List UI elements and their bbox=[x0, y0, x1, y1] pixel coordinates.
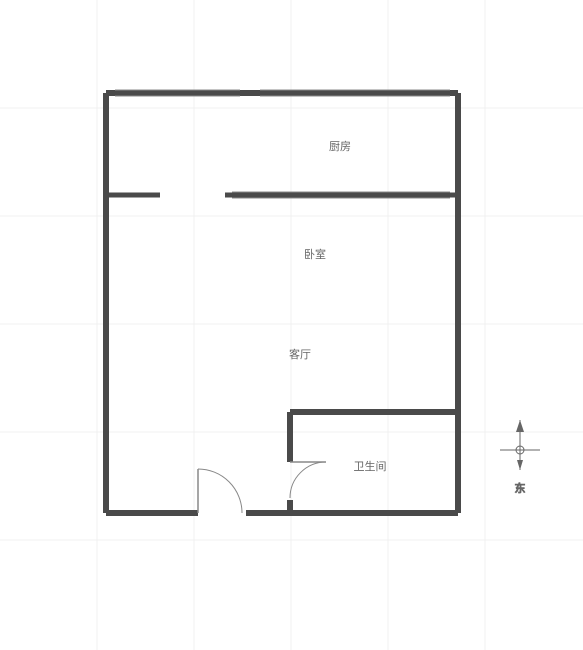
floorplan-svg: 厨房 卧室 客厅 卫生间 东 bbox=[0, 0, 583, 650]
room-labels: 厨房 卧室 客厅 卫生间 bbox=[289, 140, 387, 473]
bedroom-label: 卧室 bbox=[304, 247, 326, 261]
living-label: 客厅 bbox=[289, 347, 311, 361]
windows bbox=[115, 90, 450, 198]
floorplan-canvas: 厨房 卧室 客厅 卫生间 东 bbox=[0, 0, 583, 650]
bathroom-label: 卫生间 bbox=[354, 459, 387, 473]
walls bbox=[106, 93, 458, 513]
compass-icon: 东 bbox=[500, 420, 540, 495]
compass-label: 东 bbox=[515, 482, 526, 495]
background-grid bbox=[0, 0, 583, 650]
kitchen-label: 厨房 bbox=[329, 140, 351, 153]
doors bbox=[198, 462, 326, 513]
